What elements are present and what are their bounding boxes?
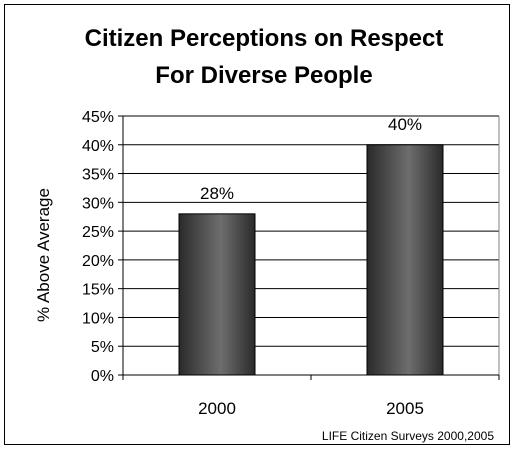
x-category-labels: 2000 2005 bbox=[198, 399, 424, 418]
x-category-2005: 2005 bbox=[386, 399, 424, 418]
y-tick-label-40: 40% bbox=[82, 138, 114, 155]
y-tick-label-35: 35% bbox=[82, 167, 114, 184]
data-labels: 28% 40% bbox=[200, 115, 422, 203]
bar-2000 bbox=[178, 213, 256, 376]
y-tick-label-30: 30% bbox=[82, 195, 114, 212]
y-tick-label-5: 5% bbox=[91, 339, 114, 356]
y-tick-label-15: 15% bbox=[82, 282, 114, 299]
y-tick-label-0: 0% bbox=[91, 368, 114, 385]
x-category-2000: 2000 bbox=[198, 399, 236, 418]
y-tick-label-25: 25% bbox=[82, 224, 114, 241]
source-note: LIFE Citizen Surveys 2000,2005 bbox=[322, 429, 494, 443]
y-axis-title: % Above Average bbox=[34, 188, 53, 322]
chart-title-line-1: Citizen Perceptions on Respect bbox=[85, 25, 444, 52]
y-tick-label-10: 10% bbox=[82, 310, 114, 327]
y-tick-label-45: 45% bbox=[82, 109, 114, 126]
chart-title-line-2: For Diverse People bbox=[155, 62, 372, 89]
data-label-2000: 28% bbox=[200, 184, 234, 203]
bar-2005 bbox=[366, 144, 444, 376]
data-label-2005: 40% bbox=[388, 115, 422, 134]
y-tick-label-20: 20% bbox=[82, 253, 114, 270]
axes bbox=[118, 115, 500, 380]
y-tick-labels: 0% 5% 10% 15% 20% 25% 30% 35% 40% 45% bbox=[82, 109, 114, 385]
